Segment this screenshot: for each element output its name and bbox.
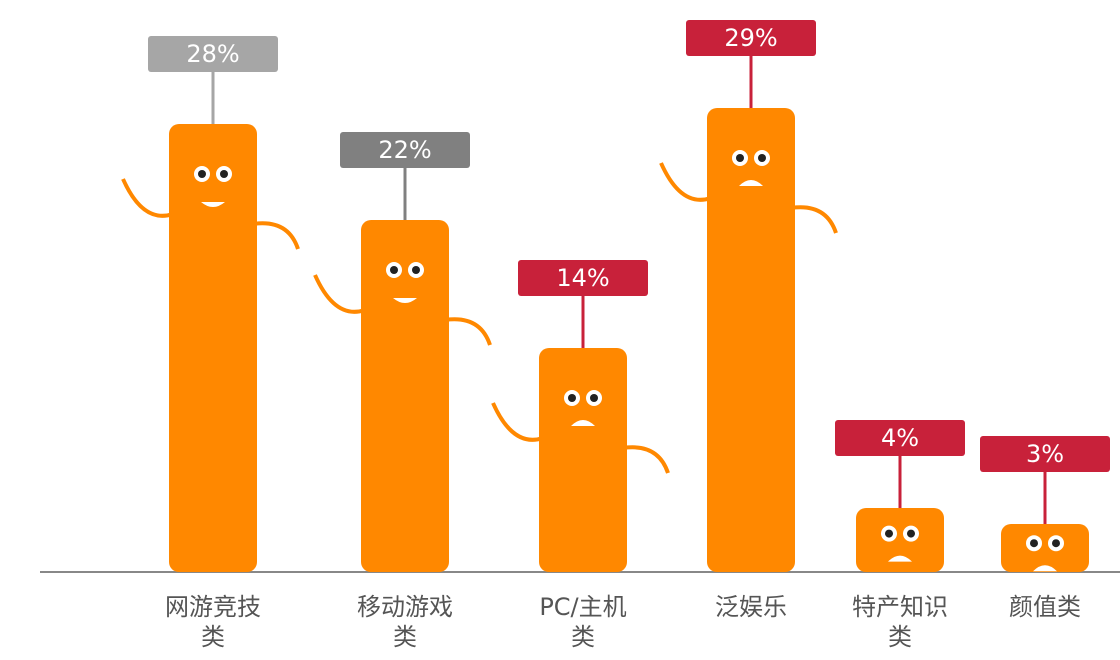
category-label: 网游竞技类	[165, 593, 261, 651]
pupil	[736, 154, 744, 162]
pupil	[198, 170, 206, 178]
arm	[444, 317, 492, 346]
bar	[169, 124, 257, 572]
arm	[622, 445, 670, 474]
value-label: 28%	[186, 40, 239, 68]
bar	[361, 220, 449, 572]
label-box	[148, 36, 278, 72]
pupil	[590, 394, 598, 402]
bar	[1001, 524, 1089, 572]
category-label: 颜值类	[1009, 593, 1081, 621]
arm	[252, 221, 300, 250]
value-label: 3%	[1026, 440, 1064, 468]
pupil	[758, 154, 766, 162]
arm	[790, 205, 838, 234]
arm	[659, 162, 712, 202]
bar	[856, 508, 944, 572]
label-box	[980, 436, 1110, 472]
value-label: 22%	[378, 136, 431, 164]
mouth	[1033, 565, 1057, 572]
pupil	[390, 266, 398, 274]
pupil	[412, 266, 420, 274]
arm	[121, 178, 174, 218]
mouth	[739, 180, 763, 186]
value-label: 14%	[556, 264, 609, 292]
category-label: 移动游戏类	[357, 593, 453, 651]
category-label: 泛娱乐	[715, 593, 787, 621]
pupil	[1030, 539, 1038, 548]
arm	[491, 402, 544, 442]
label-box	[686, 20, 816, 56]
label-box	[835, 420, 965, 456]
mouth	[201, 202, 225, 207]
mouth	[888, 555, 912, 562]
label-box	[518, 260, 648, 296]
bar	[539, 348, 627, 572]
bar	[707, 108, 795, 572]
pupil	[1052, 539, 1060, 548]
value-label: 4%	[881, 424, 919, 452]
category-label: PC/主机类	[539, 593, 627, 651]
pupil	[885, 529, 893, 538]
pupil	[907, 529, 915, 538]
mouth	[571, 420, 595, 426]
arm	[313, 274, 366, 314]
pupil	[568, 394, 576, 402]
label-box	[340, 132, 470, 168]
pupil	[220, 170, 228, 178]
mouth	[393, 298, 417, 303]
value-label: 29%	[724, 24, 777, 52]
category-label: 特产知识类	[852, 593, 948, 651]
